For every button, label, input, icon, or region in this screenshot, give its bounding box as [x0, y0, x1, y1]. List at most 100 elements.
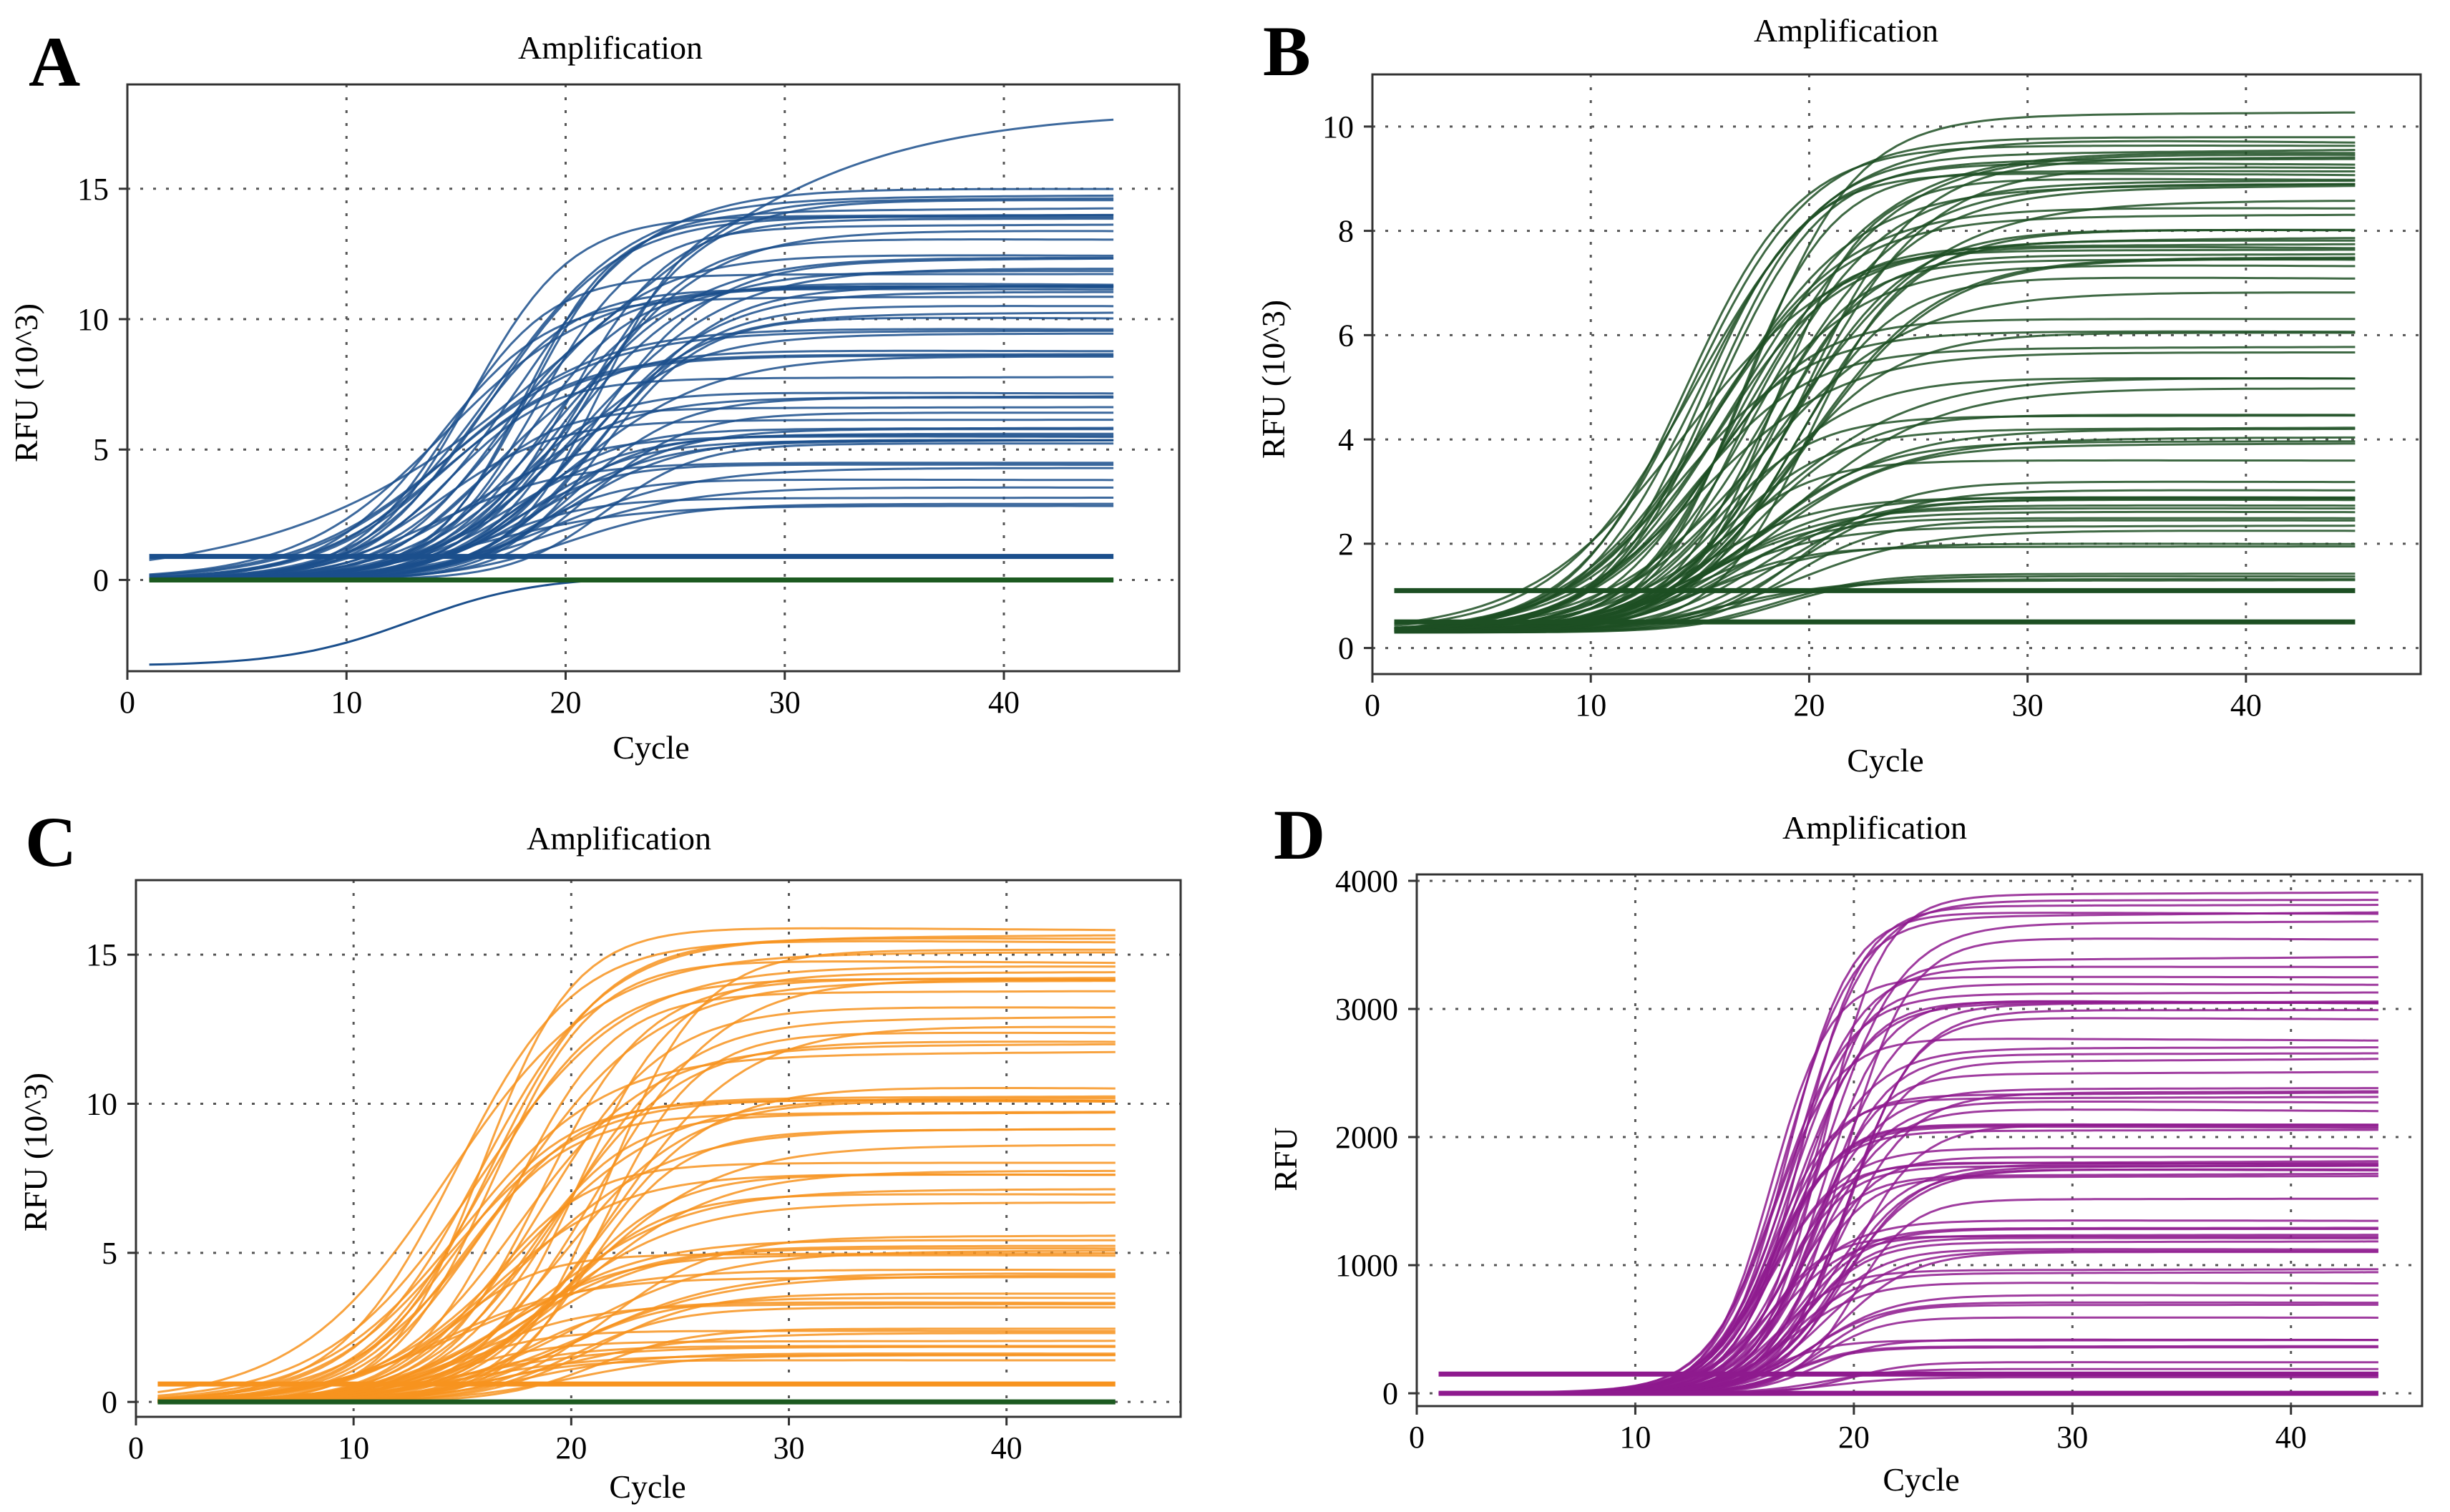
- amplification-curve-a: [149, 273, 1114, 580]
- panel-a: A Amplification 0 10 20 30 40 0 5 10 15 Cycle RF…: [8, 22, 1181, 766]
- y-tick-label-a: 5: [93, 432, 109, 467]
- amplification-curve-b: [1394, 177, 2356, 634]
- x-tick-label-b: 0: [1365, 688, 1380, 723]
- amplification-curve-c: [157, 1098, 1116, 1400]
- amplification-curve-d: [1438, 1046, 2378, 1395]
- y-tick-label-a: 15: [77, 172, 109, 207]
- y-tick-label-b: 0: [1338, 631, 1354, 666]
- chart-title-b: Amplification: [1754, 12, 1938, 49]
- panel-c: C Amplification 0 10 20 30 40 0 5 10 15 Cycle RF…: [17, 802, 1182, 1505]
- amplification-curve-c: [157, 937, 1116, 1402]
- amplification-curve-c: [157, 934, 1116, 1401]
- x-tick-label-a: 20: [550, 685, 582, 720]
- amplification-curve-b: [1394, 507, 2356, 633]
- plot-frame-a: [126, 83, 1181, 673]
- x-tick-label-b: 10: [1575, 688, 1606, 723]
- x-axis-label-a: Cycle: [612, 729, 689, 766]
- x-tick-label-b: 20: [1793, 688, 1825, 723]
- x-tick-label-d: 40: [2275, 1420, 2307, 1455]
- x-tick-label-d: 30: [2056, 1420, 2088, 1455]
- amplification-curve-b: [1394, 330, 2356, 630]
- y-tick-label-c: 10: [86, 1087, 117, 1122]
- amplification-curve-c: [157, 951, 1116, 1393]
- amplification-curve-b: [1394, 377, 2356, 632]
- amplification-curve-a: [149, 285, 1114, 576]
- amplification-curve-c: [157, 1143, 1116, 1403]
- panel-letter-c: C: [25, 802, 77, 882]
- amplification-curve-c: [157, 960, 1116, 1403]
- x-axis-label-b: Cycle: [1847, 742, 1923, 779]
- amplification-curve-c: [157, 1239, 1116, 1403]
- y-tick-label-a: 0: [93, 562, 109, 598]
- y-tick-label-a: 10: [77, 302, 109, 337]
- y-axis-label-a: RFU (10^3): [8, 303, 44, 462]
- y-tick-label-d: 4000: [1335, 864, 1398, 899]
- panel-letter-d: D: [1274, 795, 1325, 874]
- amplification-curve-b: [1394, 228, 2356, 633]
- amplification-curve-b: [1394, 237, 2356, 625]
- plot-area-d: 0 10 20 30 40 0 1000 2000 3000 4000: [1335, 864, 2424, 1455]
- y-tick-label-d: 1000: [1335, 1248, 1398, 1283]
- amplification-curve-c: [157, 977, 1116, 1401]
- x-tick-label-a: 0: [119, 685, 135, 720]
- plot-area-a: 0 10 20 30 40 0 5 10 15: [77, 83, 1181, 720]
- panel-letter-a: A: [29, 22, 80, 102]
- amplification-curve-a: [149, 328, 1114, 577]
- x-tick-label-a: 10: [331, 685, 362, 720]
- y-tick-label-c: 0: [102, 1385, 117, 1420]
- amplification-curve-b: [1394, 180, 2356, 633]
- x-tick-label-d: 10: [1619, 1420, 1651, 1455]
- y-axis-label-c: RFU (10^3): [17, 1073, 54, 1231]
- x-tick-label-c: 20: [555, 1430, 587, 1465]
- plot-frame-c: [135, 879, 1182, 1418]
- y-tick-label-c: 5: [102, 1236, 117, 1271]
- amplification-curve-c: [157, 1050, 1116, 1399]
- x-tick-label-c: 30: [773, 1430, 805, 1465]
- x-tick-label-d: 0: [1409, 1420, 1425, 1455]
- amplification-curve-c: [157, 940, 1116, 1400]
- amplification-curve-c: [157, 965, 1116, 1397]
- amplification-curve-b: [1394, 136, 2356, 630]
- x-tick-label-c: 10: [338, 1430, 369, 1465]
- y-tick-label-b: 8: [1338, 214, 1354, 249]
- y-tick-label-b: 10: [1322, 109, 1354, 145]
- amplification-curve-b: [1394, 579, 2356, 634]
- amplification-curve-a: [149, 291, 1114, 581]
- chart-title-d: Amplification: [1782, 809, 1967, 846]
- x-tick-label-a: 30: [769, 685, 801, 720]
- amplification-curve-c: [157, 980, 1116, 1400]
- panel-letter-b: B: [1263, 11, 1311, 91]
- panel-b: B Amplification 0 10 20 30 40 0 2 4 6 8 10 Cycle R…: [1255, 11, 2422, 779]
- amplification-curve-b: [1394, 157, 2356, 633]
- amplification-curve-b: [1394, 575, 2356, 634]
- amplification-curve-a: [149, 329, 1114, 577]
- plot-frame-d: [1415, 873, 2424, 1408]
- y-tick-label-b: 2: [1338, 527, 1354, 562]
- x-axis-label-c: Cycle: [609, 1468, 685, 1505]
- y-tick-label-c: 15: [86, 937, 117, 972]
- y-tick-label-d: 3000: [1335, 992, 1398, 1027]
- x-tick-label-d: 20: [1838, 1420, 1870, 1455]
- chart-title-a: Amplification: [518, 29, 703, 66]
- amplification-curve-c: [157, 1161, 1116, 1403]
- x-axis-label-d: Cycle: [1883, 1461, 1959, 1498]
- x-tick-label-c: 0: [128, 1430, 144, 1465]
- y-axis-label-b: RFU (10^3): [1255, 300, 1292, 459]
- plot-frame-b: [1371, 73, 2422, 675]
- amplification-curve-a: [149, 213, 1114, 581]
- y-tick-label-d: 0: [1382, 1376, 1398, 1411]
- amplification-curve-a: [149, 118, 1114, 562]
- plot-area-c: 0 10 20 30 40 0 5 10 15: [86, 879, 1182, 1465]
- amplification-curve-b: [1394, 264, 2356, 631]
- x-tick-label-b: 40: [2230, 688, 2262, 723]
- amplification-curve-b: [1394, 140, 2356, 627]
- chart-title-c: Amplification: [527, 820, 711, 857]
- amplification-curve-b: [1394, 149, 2356, 633]
- amplification-curve-a: [149, 395, 1114, 581]
- amplification-curve-a: [149, 349, 1114, 581]
- y-tick-label-d: 2000: [1335, 1120, 1398, 1155]
- x-tick-label-c: 40: [991, 1430, 1023, 1465]
- amplification-curve-b: [1394, 351, 2356, 630]
- amplification-curve-c: [157, 1247, 1116, 1403]
